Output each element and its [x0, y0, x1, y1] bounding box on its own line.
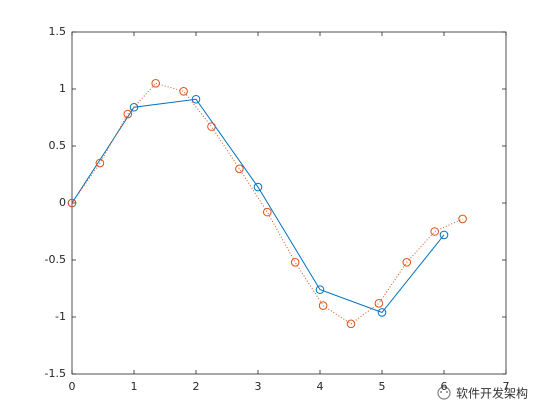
- plot-box: [71, 31, 507, 375]
- marker: [439, 230, 449, 240]
- x-tick-label: 0: [69, 380, 76, 393]
- marker: [151, 79, 160, 88]
- y-tick-label: 0.5: [49, 139, 67, 152]
- x-tick-label: 4: [317, 380, 324, 393]
- x-tick-label: 3: [255, 380, 262, 393]
- x-tick-label: 7: [503, 380, 510, 393]
- x-tick-label: 1: [131, 380, 138, 393]
- x-tick-label: 5: [379, 380, 386, 393]
- marker: [207, 122, 216, 131]
- y-tick-label: -0.5: [45, 253, 66, 266]
- marker: [123, 109, 133, 119]
- marker: [346, 319, 356, 329]
- marker: [377, 308, 387, 317]
- marker: [129, 102, 139, 112]
- marker: [263, 207, 272, 217]
- marker: [374, 299, 384, 308]
- marker: [318, 301, 328, 310]
- watermark-icon: [437, 386, 451, 400]
- x-tick-label: 6: [441, 380, 448, 393]
- marker: [67, 198, 77, 208]
- marker: [290, 257, 300, 267]
- y-tick-label: 1.5: [49, 25, 67, 38]
- marker: [179, 86, 188, 96]
- y-tick-label: -1: [55, 310, 66, 323]
- x-tick-label: 2: [193, 380, 200, 393]
- marker: [458, 214, 467, 224]
- marker: [430, 227, 440, 236]
- marker: [191, 94, 201, 104]
- y-tick-label: 0: [59, 196, 66, 209]
- marker: [95, 158, 105, 168]
- y-tick-label: -1.5: [45, 367, 66, 380]
- watermark: 软件开发架构: [456, 386, 528, 401]
- marker: [235, 164, 244, 174]
- y-tick-label: 1: [59, 82, 66, 95]
- marker: [315, 285, 325, 294]
- marker: [402, 257, 412, 267]
- marker: [253, 182, 263, 192]
